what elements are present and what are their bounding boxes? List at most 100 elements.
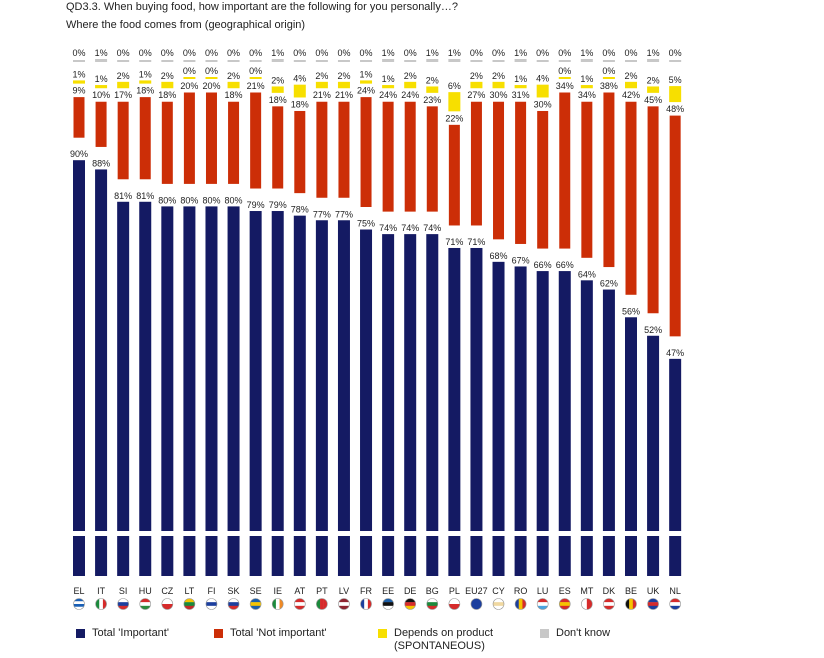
bar-not-important-DE	[403, 100, 417, 213]
label-important-ES: 66%	[556, 260, 574, 270]
label-important-IT: 88%	[92, 158, 110, 168]
bar-important-NL	[669, 358, 682, 576]
bar-important-EU27	[470, 247, 483, 577]
label-not-important-UK: 45%	[644, 95, 662, 105]
label-important-CY: 68%	[490, 251, 508, 261]
category-label-SI: SI	[119, 586, 128, 596]
label-depends-FR: 1%	[360, 69, 373, 79]
flag-outline-DK	[603, 598, 615, 610]
label-depends-RO: 1%	[514, 74, 527, 84]
flag-outline-SI	[117, 598, 129, 610]
label-important-PT: 77%	[313, 209, 331, 219]
flag-icon-SE	[250, 598, 262, 610]
category-label-ES: ES	[559, 586, 571, 596]
label-dont-know-IT: 1%	[95, 48, 108, 58]
label-depends-LU: 4%	[536, 74, 549, 84]
legend-swatch-important	[76, 629, 85, 638]
bar-important-RO	[514, 266, 527, 576]
category-label-BG: BG	[426, 586, 439, 596]
bar-dont-know-SI	[117, 60, 130, 62]
bar-dont-know-CZ	[161, 60, 174, 62]
bar-depends-EL	[73, 80, 85, 84]
bar-not-important-UK	[646, 105, 660, 315]
bar-depends-PT	[315, 81, 328, 89]
label-dont-know-AT: 0%	[293, 48, 306, 58]
label-depends-CZ: 2%	[161, 71, 174, 81]
label-not-important-BE: 42%	[622, 90, 640, 100]
bar-depends-LU	[536, 84, 549, 98]
bar-important-HU	[139, 201, 152, 576]
bar-dont-know-BG	[426, 59, 439, 62]
flag-outline-AT	[293, 598, 306, 610]
category-label-EU27: EU27	[465, 586, 488, 596]
bar-depends-CZ	[161, 81, 174, 89]
bar-not-important-SE	[249, 91, 263, 190]
bar-depends-IE	[271, 86, 284, 93]
flag-icon-AT	[294, 598, 306, 610]
legend-label-depends: Depends on product (SPONTANEOUS)	[394, 627, 493, 653]
category-label-UK: UK	[647, 586, 660, 596]
bar-important-FI	[205, 206, 218, 576]
flag-icon-LU	[537, 598, 549, 610]
flag-outline-EE	[382, 598, 394, 610]
bar-dont-know-NL	[669, 60, 682, 62]
legend-label-depends-line2: (SPONTANEOUS)	[394, 640, 485, 652]
label-important-BE: 56%	[622, 306, 640, 316]
bar-depends-AT	[293, 84, 306, 98]
bar-dont-know-RO	[514, 59, 527, 62]
flag-icon-MT	[581, 598, 593, 610]
label-dont-know-BG: 1%	[426, 48, 439, 58]
category-label-PL: PL	[449, 586, 460, 596]
bar-not-important-EU27	[469, 100, 483, 227]
label-dont-know-DK: 0%	[602, 48, 615, 58]
label-depends-SI: 2%	[117, 71, 130, 81]
chart-title: QD3.3. When buying food, how important a…	[66, 1, 458, 13]
flag-icon-LT	[183, 598, 195, 610]
label-dont-know-CY: 0%	[492, 48, 505, 58]
bar-dont-know-HU	[139, 60, 152, 62]
bar-dont-know-SE	[249, 60, 262, 62]
flag-icon-CY	[493, 598, 505, 610]
bar-dont-know-DK	[602, 60, 615, 62]
category-label-SK: SK	[228, 586, 240, 596]
legend-label-important: Total 'Important'	[92, 627, 169, 639]
bar-depends-FI	[205, 77, 218, 79]
flag-icon-HU	[139, 598, 151, 610]
label-dont-know-HU: 0%	[139, 48, 152, 58]
label-dont-know-LV: 0%	[337, 48, 350, 58]
flag-outline-MT	[581, 598, 593, 610]
bar-not-important-LV	[337, 100, 351, 199]
category-label-EE: EE	[382, 586, 394, 596]
label-dont-know-LT: 0%	[183, 48, 196, 58]
bar-depends-BG	[426, 86, 439, 93]
bar-important-LV	[337, 220, 350, 576]
flag-icon-EL	[73, 598, 85, 610]
bar-depends-MT	[580, 85, 593, 89]
bar-not-important-NL	[668, 114, 682, 338]
label-dont-know-UK: 1%	[647, 48, 660, 58]
flag-outline-SE	[249, 598, 262, 610]
bar-not-important-FI	[204, 91, 218, 185]
bar-dont-know-PT	[315, 60, 328, 62]
bar-dont-know-DE	[404, 60, 417, 62]
label-important-AT: 78%	[291, 205, 309, 215]
flag-outline-HU	[139, 598, 152, 610]
flag-outline-LT	[183, 598, 196, 610]
bar-important-AT	[293, 215, 306, 576]
bar-dont-know-UK	[647, 59, 660, 62]
label-depends-BE: 2%	[624, 71, 637, 81]
bar-dont-know-AT	[293, 60, 306, 62]
flag-icon-EU27	[470, 598, 482, 610]
label-important-HU: 81%	[136, 191, 154, 201]
flag-outline-ES	[558, 598, 571, 610]
flag-outline-RO	[514, 598, 527, 610]
bar-depends-SK	[227, 81, 240, 89]
label-depends-EE: 1%	[382, 74, 395, 84]
flag-outline-CY	[492, 598, 505, 610]
label-not-important-SE: 21%	[247, 81, 265, 91]
label-not-important-IE: 18%	[269, 95, 287, 105]
bar-important-ES	[558, 271, 571, 576]
category-label-DK: DK	[603, 586, 616, 596]
bar-depends-LV	[337, 81, 350, 89]
flag-outline-LV	[338, 598, 350, 610]
